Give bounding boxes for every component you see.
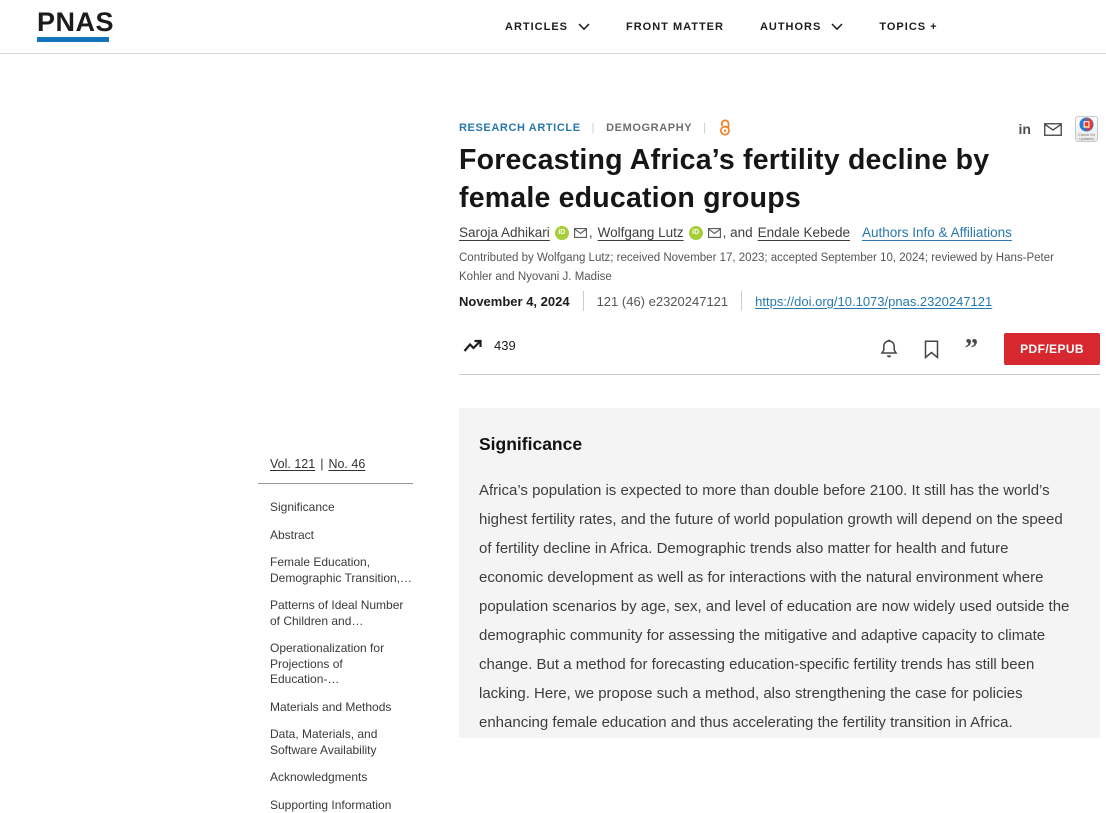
toc-item-acknowledgments[interactable]: Acknowledgments [270, 770, 413, 786]
contributed-note: Contributed by Wolfgang Lutz; received N… [459, 249, 1081, 286]
pnas-logo-underline [37, 37, 109, 42]
doi-link[interactable]: https://doi.org/10.1073/pnas.2320247121 [755, 294, 992, 309]
eyebrow-divider: | [592, 122, 595, 134]
alert-bell-icon[interactable] [880, 339, 898, 359]
sidebar-divider [258, 483, 413, 484]
metrics-toolbar: 439 ” PDF/EPUB [459, 333, 1100, 365]
author-byline: Saroja Adhikari iD , Wolfgang Lutz iD , … [459, 225, 1012, 240]
author-separator: , [589, 225, 593, 240]
toc-item-operationalization[interactable]: Operationalization for Projections of Ed… [270, 641, 413, 688]
chevron-down-icon [831, 23, 843, 31]
main-nav: ARTICLES FRONT MATTER AUTHORS TOPICS + [505, 0, 938, 54]
cite-quote-icon[interactable]: ” [965, 339, 979, 359]
table-of-contents: Significance Abstract Female Education, … [258, 500, 413, 813]
article-eyebrow: RESEARCH ARTICLE | DEMOGRAPHY | [459, 119, 732, 136]
research-article-link[interactable]: RESEARCH ARTICLE [459, 122, 581, 134]
author-separator: , and [723, 225, 753, 240]
orcid-icon[interactable]: iD [555, 226, 569, 240]
top-navigation-bar: PNAS ARTICLES FRONT MATTER AUTHORS TOPIC… [0, 0, 1106, 54]
nav-topics-label: TOPICS + [879, 21, 937, 33]
article-actions: ” PDF/EPUB [880, 333, 1100, 365]
demography-link[interactable]: DEMOGRAPHY [606, 122, 692, 134]
meta-divider [583, 291, 584, 311]
meta-divider [741, 291, 742, 311]
bookmark-icon[interactable] [924, 340, 939, 359]
toc-item-abstract[interactable]: Abstract [270, 528, 413, 544]
publication-date: November 4, 2024 [459, 294, 570, 309]
nav-topics[interactable]: TOPICS + [879, 21, 937, 33]
toc-item-supporting-information[interactable]: Supporting Information [270, 798, 413, 813]
toc-item-materials-methods[interactable]: Materials and Methods [270, 700, 413, 716]
orcid-icon[interactable]: iD [689, 226, 703, 240]
publication-meta-row: November 4, 2024 121 (46) e2320247121 ht… [459, 291, 992, 311]
linkedin-icon[interactable]: in [1019, 122, 1031, 136]
chevron-down-icon [578, 23, 590, 31]
article-contents-sidebar: Vol. 121 | No. 46 Significance Abstract … [258, 457, 413, 813]
significance-heading: Significance [479, 434, 1077, 455]
nav-articles[interactable]: ARTICLES [505, 21, 590, 33]
nav-front-matter-label: FRONT MATTER [626, 21, 724, 33]
nav-articles-label: ARTICLES [505, 21, 568, 33]
section-divider [459, 374, 1100, 375]
toc-item-female-education[interactable]: Female Education, Demographic Transition… [270, 555, 413, 586]
author-link-endale-kebede[interactable]: Endale Kebede [758, 225, 850, 240]
share-icons: in Check for updates [1019, 116, 1098, 142]
pnas-logo[interactable]: PNAS [37, 8, 114, 42]
email-share-icon[interactable] [1044, 123, 1062, 136]
open-access-icon [718, 119, 732, 136]
article-title: Forecasting Africa’s fertility decline b… [459, 141, 1044, 217]
views-count: 439 [494, 338, 516, 353]
nav-authors-label: AUTHORS [760, 21, 821, 33]
author-link-saroja-adhikari[interactable]: Saroja Adhikari [459, 225, 550, 240]
nav-authors[interactable]: AUTHORS [760, 21, 843, 33]
vol-pipe: | [320, 457, 323, 471]
significance-section: Significance Africa’s population is expe… [459, 408, 1100, 738]
authors-info-affiliations-link[interactable]: Authors Info & Affiliations [862, 225, 1012, 240]
crossmark-check-updates-badge[interactable]: Check for updates [1075, 116, 1098, 142]
issue-link[interactable]: No. 46 [328, 457, 365, 471]
author-email-icon[interactable] [708, 228, 721, 238]
pdf-epub-button[interactable]: PDF/EPUB [1004, 333, 1100, 365]
toc-item-patterns-ideal-number[interactable]: Patterns of Ideal Number of Children and… [270, 598, 413, 629]
volume-issue-links: Vol. 121 | No. 46 [258, 457, 413, 471]
trending-up-icon [463, 339, 483, 353]
author-link-wolfgang-lutz[interactable]: Wolfgang Lutz [598, 225, 684, 240]
eyebrow-divider: | [703, 122, 706, 134]
crossmark-label: Check for updates [1076, 133, 1097, 141]
author-email-icon[interactable] [574, 228, 587, 238]
views-metric: 439 [463, 338, 516, 353]
pnas-logo-text: PNAS [37, 8, 114, 36]
volume-link[interactable]: Vol. 121 [270, 457, 315, 471]
toc-item-significance[interactable]: Significance [270, 500, 413, 516]
nav-front-matter[interactable]: FRONT MATTER [626, 21, 724, 33]
significance-text: Africa’s population is expected to more … [479, 476, 1076, 737]
volume-issue-citation: 121 (46) e2320247121 [597, 294, 729, 309]
